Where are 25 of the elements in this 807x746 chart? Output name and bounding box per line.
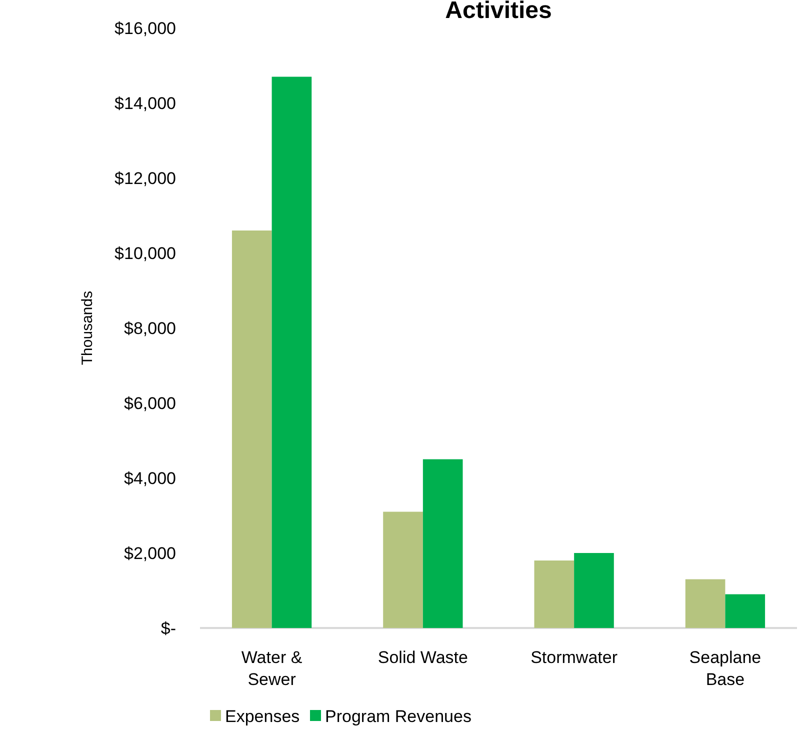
y-tick-label: $12,000 xyxy=(114,168,176,188)
bar xyxy=(534,560,574,628)
bar xyxy=(383,512,423,628)
bar xyxy=(725,594,766,628)
bar xyxy=(232,230,272,628)
y-tick-label: $2,000 xyxy=(124,544,176,563)
legend-label: Program Revenues xyxy=(325,706,472,726)
y-tick-label: $8,000 xyxy=(124,318,176,338)
bar xyxy=(574,553,614,628)
y-axis-title: Thousands xyxy=(79,290,96,366)
legend-label: Expenses xyxy=(225,706,300,726)
bar xyxy=(272,76,312,628)
y-tick-label: $14,000 xyxy=(114,94,176,113)
y-tick-label: $6,000 xyxy=(124,394,176,413)
bar xyxy=(422,459,463,628)
chart-title: Activities xyxy=(445,0,552,24)
y-tick-label: $- xyxy=(160,618,176,638)
x-tick-label: Water & Sewer xyxy=(241,648,303,689)
y-tick-label: $10,000 xyxy=(114,244,176,263)
y-tick-label: $16,000 xyxy=(114,18,176,38)
x-tick-label: Solid Waste xyxy=(378,648,468,667)
bar xyxy=(685,579,726,628)
x-tick-label: Stormwater xyxy=(530,648,618,667)
y-tick-label: $4,000 xyxy=(124,468,176,488)
x-tick-label: Seaplane Base xyxy=(689,648,762,689)
